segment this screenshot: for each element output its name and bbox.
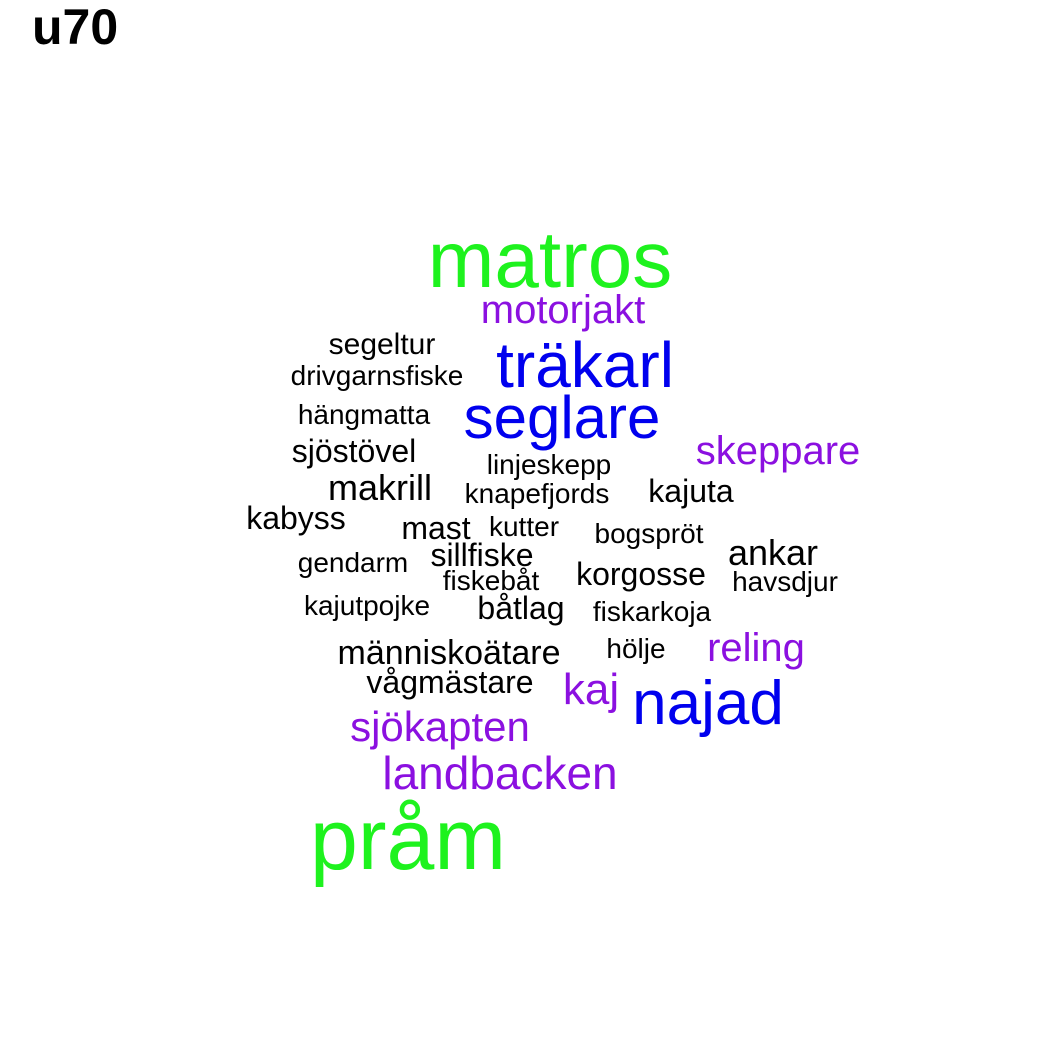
word-makrill: makrill: [328, 467, 432, 508]
word-landbacken: landbacken: [382, 747, 618, 799]
word-skeppare: skeppare: [695, 429, 861, 473]
word-linjeskepp: linjeskepp: [486, 449, 612, 480]
word-hangmatta: hängmatta: [297, 399, 431, 430]
word-reling: reling: [707, 626, 805, 670]
word-fiskebat: fiskebåt: [442, 565, 540, 596]
word-matros: matros: [427, 215, 673, 304]
word-seglare: seglare: [463, 384, 661, 451]
word-fiskarkoja: fiskarkoja: [592, 596, 712, 627]
word-batlag: båtlag: [477, 590, 565, 626]
word-kajuta: kajuta: [648, 473, 734, 509]
plot-title: u70: [32, 0, 119, 55]
word-knapefjords: knapefjords: [464, 478, 610, 509]
word-vagmastare: vågmästare: [366, 664, 534, 700]
word-bogsprot: bogspröt: [594, 518, 704, 549]
word-sjostovel: sjöstövel: [291, 433, 417, 469]
word-kutter: kutter: [488, 511, 560, 542]
word-holje: hölje: [606, 633, 666, 664]
word-drivgarnsfiske: drivgarnsfiske: [290, 360, 464, 391]
word-motorjakt: motorjakt: [480, 288, 646, 332]
word-segeltur: segeltur: [328, 328, 436, 361]
word-korgosse: korgosse: [576, 556, 706, 592]
word-pram: pråm: [310, 792, 506, 888]
word-gendarm: gendarm: [297, 547, 409, 578]
word-trakarl: träkarl: [496, 329, 674, 401]
word-sjokapten: sjökapten: [350, 703, 530, 750]
word-manniskoatare: människoätare: [337, 634, 561, 672]
word-mast: mast: [401, 510, 471, 546]
word-najad: najad: [632, 669, 784, 738]
word-kajutpojke: kajutpojke: [303, 590, 431, 621]
word-havsdjur: havsdjur: [732, 566, 838, 597]
word-ankar: ankar: [727, 532, 819, 573]
word-sillfiske: sillfiske: [430, 537, 534, 573]
word-kabyss: kabyss: [246, 500, 346, 536]
word-kaj: kaj: [562, 665, 620, 714]
